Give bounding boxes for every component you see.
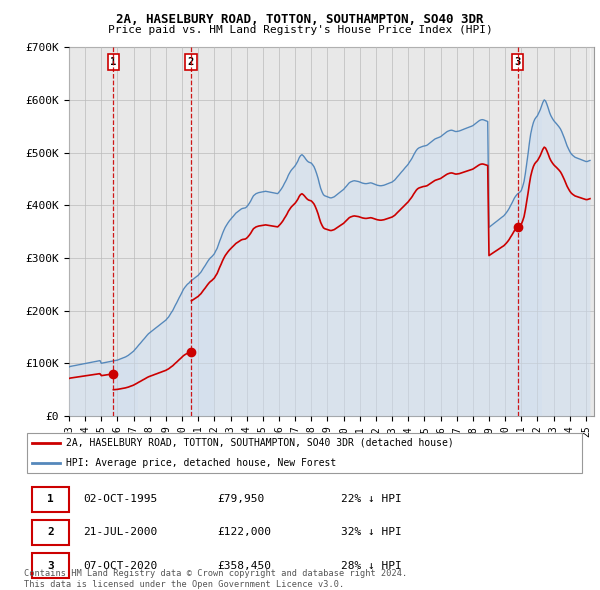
Text: £358,450: £358,450 bbox=[218, 560, 272, 571]
Text: £79,950: £79,950 bbox=[218, 494, 265, 504]
Text: 2A, HASELBURY ROAD, TOTTON, SOUTHAMPTON, SO40 3DR (detached house): 2A, HASELBURY ROAD, TOTTON, SOUTHAMPTON,… bbox=[66, 438, 454, 448]
Text: Price paid vs. HM Land Registry's House Price Index (HPI): Price paid vs. HM Land Registry's House … bbox=[107, 25, 493, 35]
Text: 3: 3 bbox=[514, 57, 521, 67]
Text: £122,000: £122,000 bbox=[218, 527, 272, 537]
Text: HPI: Average price, detached house, New Forest: HPI: Average price, detached house, New … bbox=[66, 458, 337, 468]
FancyBboxPatch shape bbox=[27, 433, 582, 473]
Text: 21-JUL-2000: 21-JUL-2000 bbox=[83, 527, 157, 537]
Text: 28% ↓ HPI: 28% ↓ HPI bbox=[341, 560, 402, 571]
Text: 2: 2 bbox=[47, 527, 54, 537]
Text: 22% ↓ HPI: 22% ↓ HPI bbox=[341, 494, 402, 504]
Text: 07-OCT-2020: 07-OCT-2020 bbox=[83, 560, 157, 571]
Text: 1: 1 bbox=[47, 494, 54, 504]
FancyBboxPatch shape bbox=[32, 520, 69, 545]
FancyBboxPatch shape bbox=[32, 553, 69, 578]
Text: 32% ↓ HPI: 32% ↓ HPI bbox=[341, 527, 402, 537]
Bar bbox=[517, 47, 542, 416]
Bar bbox=[113, 47, 137, 416]
Text: 3: 3 bbox=[47, 560, 54, 571]
Text: 2: 2 bbox=[188, 57, 194, 67]
Text: Contains HM Land Registry data © Crown copyright and database right 2024.
This d: Contains HM Land Registry data © Crown c… bbox=[24, 569, 407, 589]
Text: 2A, HASELBURY ROAD, TOTTON, SOUTHAMPTON, SO40 3DR: 2A, HASELBURY ROAD, TOTTON, SOUTHAMPTON,… bbox=[116, 13, 484, 26]
Text: 02-OCT-1995: 02-OCT-1995 bbox=[83, 494, 157, 504]
Bar bbox=[190, 47, 215, 416]
Text: 1: 1 bbox=[110, 57, 116, 67]
FancyBboxPatch shape bbox=[32, 487, 69, 512]
